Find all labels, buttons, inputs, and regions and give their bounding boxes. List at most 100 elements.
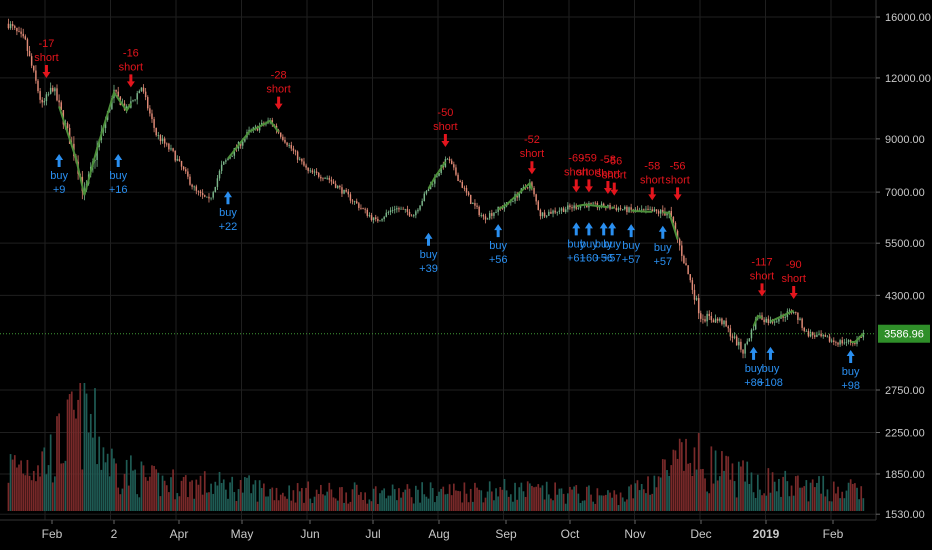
volume-bar — [845, 490, 848, 511]
volume-bar — [550, 498, 552, 511]
candle — [845, 338, 848, 347]
volume-bar — [638, 490, 641, 511]
last-price-label: 3586.96 — [884, 329, 924, 341]
volume-bar — [271, 487, 274, 511]
trend-segments — [58, 90, 865, 343]
buy-signal: buy +56 — [489, 224, 508, 266]
volume-bar — [581, 500, 584, 511]
short-signal: short -28 — [266, 70, 291, 110]
volume-bar — [664, 459, 666, 511]
candle — [548, 209, 550, 216]
candle — [387, 210, 390, 215]
volume-bar — [41, 451, 44, 511]
candle — [558, 207, 561, 215]
volume-bar — [837, 486, 839, 511]
volume-bar — [389, 495, 392, 511]
short-arrow-icon — [610, 182, 619, 196]
candle — [801, 317, 803, 331]
buy-value: +56 — [594, 252, 613, 264]
candle — [391, 206, 394, 214]
candle — [58, 94, 60, 109]
candle — [117, 86, 119, 97]
volume-bar — [22, 473, 25, 511]
volume-bar — [16, 467, 18, 511]
volume-bar — [159, 496, 162, 511]
candle — [377, 216, 379, 223]
candle — [206, 196, 208, 198]
volume-bar — [721, 451, 723, 511]
candle — [849, 339, 852, 346]
volume-bar — [357, 494, 360, 511]
candle — [368, 212, 371, 218]
volume-bar — [759, 489, 761, 511]
volume-bar — [70, 391, 73, 511]
candle — [383, 215, 385, 222]
volume-bar — [832, 481, 835, 511]
candle — [147, 95, 149, 111]
volume-bar — [372, 488, 375, 511]
volume-bar — [488, 481, 491, 511]
volume-bar — [552, 500, 554, 511]
volume-bar — [220, 482, 223, 511]
volume-bar — [155, 469, 158, 511]
volume-bar — [621, 497, 624, 511]
candle — [826, 335, 829, 338]
volume-bar — [708, 493, 711, 511]
buy-value: +22 — [219, 221, 238, 233]
short-value: -56 — [606, 156, 622, 168]
volume-bar — [275, 487, 278, 511]
volume-bar — [383, 488, 386, 511]
candle — [573, 202, 575, 211]
candle — [657, 209, 660, 217]
volume-bar — [499, 487, 502, 511]
short-arrow-icon — [42, 64, 51, 78]
candle — [163, 136, 166, 148]
buy-label: buy — [580, 238, 598, 250]
volume-bar — [303, 502, 305, 511]
volume-bar — [294, 502, 297, 511]
candle — [178, 156, 181, 162]
volume-bar — [182, 476, 185, 511]
candle — [484, 213, 487, 224]
candle — [415, 209, 417, 219]
buy-arrow-icon — [114, 154, 123, 168]
volume-bar — [81, 469, 84, 511]
volume-bar — [632, 498, 635, 511]
candle — [811, 331, 814, 339]
volume-bar — [858, 499, 860, 511]
volume-bar — [849, 479, 852, 511]
volume-bar — [391, 484, 394, 511]
volume-bar — [683, 470, 685, 511]
candle — [130, 96, 132, 109]
candle — [49, 82, 52, 95]
buy-signal: buy +16 — [109, 154, 128, 196]
candle — [326, 175, 328, 180]
candle — [320, 174, 322, 182]
volume-bar — [315, 489, 318, 511]
candle — [140, 87, 143, 93]
volume-bar — [676, 458, 679, 511]
y-tick-label: 4300.00 — [885, 290, 925, 302]
candle — [168, 142, 170, 153]
volume-bar — [744, 481, 746, 511]
candle — [714, 314, 717, 323]
volume-bar — [231, 476, 234, 511]
candle — [615, 204, 618, 212]
short-label: short — [520, 148, 544, 160]
y-tick-label: 1530.00 — [885, 509, 925, 521]
volume-bar — [425, 496, 428, 511]
candle — [700, 310, 702, 323]
volume-bar — [45, 474, 48, 511]
short-label: short — [266, 84, 290, 96]
volume-bar — [54, 476, 56, 511]
candle — [328, 175, 331, 184]
volume-bar — [647, 476, 649, 511]
volume-bar — [448, 484, 451, 511]
x-tick-label: 2 — [111, 527, 118, 541]
volume-bar — [32, 470, 35, 511]
volume-bar — [484, 497, 487, 511]
volume-bar — [206, 492, 208, 511]
buy-signal: buy +60 — [580, 222, 598, 264]
volume-bar — [309, 498, 312, 511]
candle — [60, 100, 62, 111]
